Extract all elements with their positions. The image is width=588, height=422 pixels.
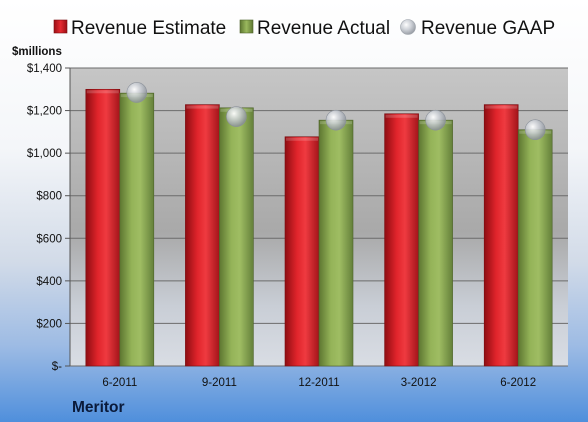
bar-revenue-estimate	[185, 104, 220, 367]
x-tick-label: 6-2011	[102, 377, 137, 389]
y-tick-label: $200	[36, 318, 62, 330]
x-tick-label: 9-2011	[202, 377, 237, 389]
bar-revenue-estimate	[284, 136, 320, 367]
legend-label-gaap: Revenue GAAP	[421, 18, 555, 39]
y-tick-label: $400	[36, 276, 62, 288]
legend-swatch-estimate	[53, 19, 68, 34]
y-tick-label: $1,000	[27, 148, 62, 160]
bar-revenue-estimate	[85, 88, 121, 367]
bar-highlight	[186, 105, 219, 109]
legend-swatch-actual	[239, 19, 254, 34]
bars	[85, 88, 553, 367]
y-axis-ticks: $- $200 $400 $600 $800 $1,000 $1,200 $1,400	[27, 63, 71, 373]
bar-highlight	[385, 114, 418, 118]
bar-revenue-estimate	[483, 104, 519, 367]
marker-revenue-gaap	[126, 82, 148, 103]
bar-revenue-actual	[517, 129, 553, 367]
x-tick-label: 3-2012	[401, 377, 437, 389]
y-tick-label: $600	[36, 233, 62, 245]
bar-revenue-actual	[119, 92, 155, 367]
gaap-markers	[126, 82, 546, 141]
legend: Revenue Estimate Revenue Actual Revenue …	[53, 18, 555, 39]
marker-revenue-gaap	[325, 109, 347, 131]
bar-revenue-actual	[219, 107, 254, 367]
y-tick-label: $1,200	[27, 106, 62, 118]
y-tick-label: $1,400	[27, 63, 62, 75]
y-tick-label: $-	[52, 361, 62, 373]
bar-highlight	[286, 137, 318, 141]
legend-label-estimate: Revenue Estimate	[71, 18, 226, 39]
marker-revenue-gaap	[425, 109, 446, 131]
bar-highlight	[485, 105, 518, 109]
x-axis-ticks: 6-2011 9-2011 12-2011 3-2012 6-2012	[102, 377, 536, 389]
unit-label: $millions	[12, 46, 62, 58]
legend-swatch-gaap	[400, 19, 416, 35]
company-label: Meritor	[72, 399, 125, 416]
bar-revenue-estimate	[384, 113, 419, 367]
bar-revenue-actual	[418, 119, 453, 367]
marker-revenue-gaap	[524, 119, 546, 141]
bar-highlight	[86, 90, 119, 94]
x-tick-label: 12-2011	[298, 377, 339, 389]
x-tick-label: 6-2012	[500, 377, 536, 389]
y-tick-label: $800	[36, 191, 62, 203]
bar-revenue-actual	[318, 119, 354, 367]
marker-revenue-gaap	[226, 106, 247, 127]
legend-label-actual: Revenue Actual	[257, 18, 390, 39]
